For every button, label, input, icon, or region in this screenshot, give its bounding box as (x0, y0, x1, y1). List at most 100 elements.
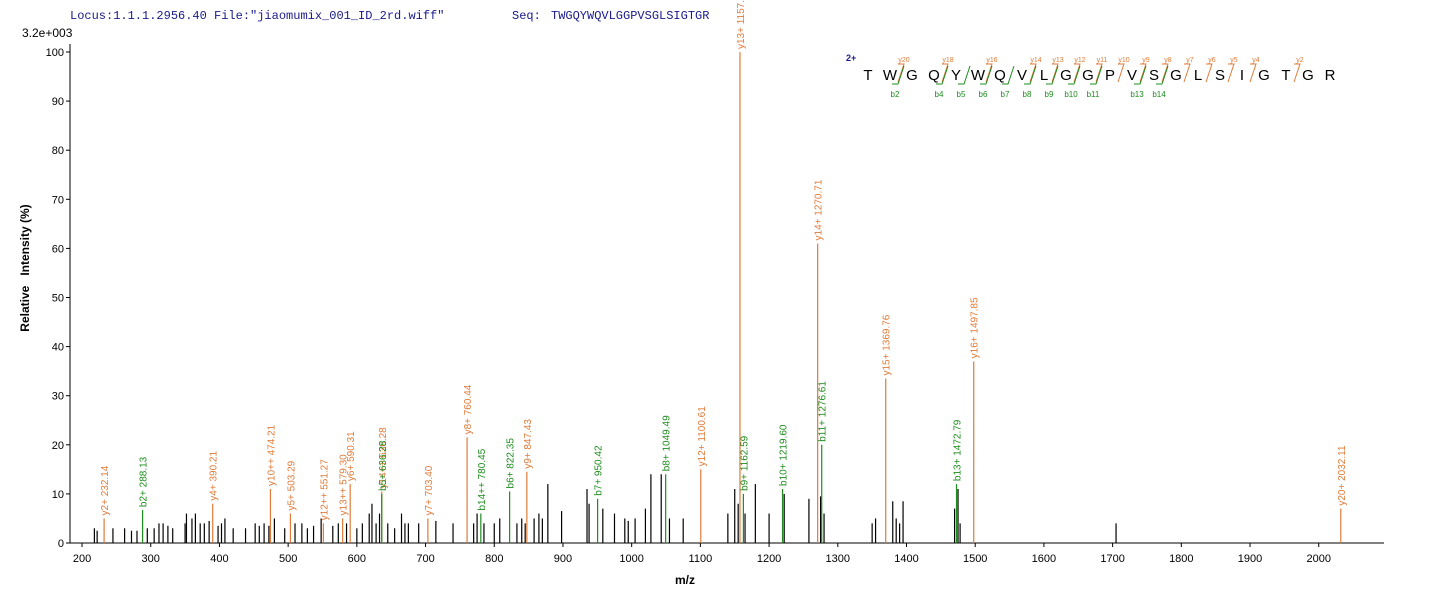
y-ion-label: y8 (1164, 57, 1172, 64)
y-tick-label: 70 (52, 194, 64, 206)
residue: W (883, 67, 898, 84)
y-ion-label: y5 (1230, 57, 1238, 64)
y-cleavage (1139, 63, 1147, 83)
x-tick-label: 600 (348, 553, 366, 565)
residue: G (906, 67, 918, 84)
b-cleavage (936, 65, 949, 85)
residue: T (863, 67, 872, 84)
x-tick-label: 1000 (619, 553, 643, 565)
x-tick-label: 1700 (1100, 553, 1124, 565)
x-tick-label: 1900 (1238, 553, 1262, 565)
residue: T (1281, 67, 1290, 84)
peak-label: y5+ 503.29 (286, 460, 297, 510)
residue: S (1215, 67, 1225, 84)
y-ion-label: y7 (1186, 57, 1194, 64)
peak-label: y9+ 847.43 (523, 419, 534, 469)
b-ion-label: b8 (1023, 90, 1032, 99)
y-ion-label: y13 (1052, 57, 1063, 64)
y-ion-label: y10 (1118, 57, 1129, 64)
peak-label: y15+ 1369.76 (882, 314, 893, 375)
residue: L (1040, 67, 1048, 84)
b-cleavage (1002, 65, 1015, 85)
peak-label: y13++ 579.30 (339, 454, 350, 516)
residue: G (1060, 67, 1072, 84)
b-ion-label: b7 (1001, 90, 1010, 99)
y-tick-label: 90 (52, 96, 64, 108)
peak-label: b9+ 1162.59 (739, 435, 750, 491)
y-ion-label: y18 (942, 57, 953, 64)
seq-label: Seq: (512, 9, 541, 23)
peak-label: y12++ 551.27 (319, 459, 330, 521)
y-ion-label: y9 (1142, 57, 1150, 64)
peak-label: b13+ 1472.79 (953, 419, 964, 481)
y-cleavage (1249, 63, 1257, 83)
residue: V (1017, 67, 1027, 84)
x-tick-label: 200 (73, 553, 91, 565)
b-cleavage (1024, 65, 1037, 85)
peak-label: y10++ 474.21 (266, 424, 277, 486)
x-tick-label: 1200 (757, 553, 781, 565)
y-tick-label: 20 (52, 440, 64, 452)
residue: Q (928, 67, 940, 84)
charge: 2+ (846, 53, 856, 63)
y-tick-label: 100 (46, 47, 64, 59)
b-cleavage (1134, 65, 1147, 85)
peak-label: y8+ 760.44 (463, 384, 474, 434)
peak-label: y14++ 636.28 (378, 427, 389, 489)
residue: R (1325, 67, 1336, 84)
residue: P (1105, 67, 1115, 84)
y-ion-label: y6 (1208, 57, 1216, 64)
x-tick-label: 2000 (1306, 553, 1330, 565)
b-ion-label: b9 (1045, 90, 1054, 99)
y-cleavage (1205, 63, 1213, 83)
b-ion-label: b14 (1152, 90, 1166, 99)
residue: G (1302, 67, 1314, 84)
peak-label: y6+ 590.31 (346, 431, 357, 481)
x-tick-label: 400 (210, 553, 228, 565)
x-tick-label: 500 (279, 553, 297, 565)
y-cleavage (1227, 63, 1235, 83)
x-tick-label: 1800 (1169, 553, 1193, 565)
scale-label: 3.2e+003 (22, 26, 73, 40)
y-tick-label: 60 (52, 243, 64, 255)
x-tick-label: 800 (485, 553, 503, 565)
peak-label: y4+ 390.21 (209, 451, 220, 501)
residue: G (1170, 67, 1182, 84)
y-cleavage (1095, 63, 1103, 83)
b-cleavage (980, 65, 993, 85)
x-tick-label: 700 (416, 553, 434, 565)
y-tick-label: 40 (52, 342, 64, 354)
peak-label: b14++ 780.45 (477, 448, 488, 510)
locus: Locus:1.1.1.2956.40 File:"jiaomumix_001_… (70, 9, 444, 23)
b-cleavage (958, 65, 971, 85)
x-tick-label: 900 (554, 553, 572, 565)
peak-label: b6+ 822.35 (506, 438, 517, 489)
sequence: TWGQYWQVLGGPVSGLSIGTGR (551, 9, 709, 23)
x-tick-label: 1600 (1032, 553, 1056, 565)
b-ion-label: b6 (979, 90, 988, 99)
peak-label: y14+ 1270.71 (814, 179, 825, 240)
b-cleavage (1090, 65, 1103, 85)
y-cleavage (941, 63, 949, 83)
residue: I (1240, 67, 1244, 84)
y-ion-label: y20 (898, 57, 909, 64)
b-ion-label: b13 (1130, 90, 1144, 99)
y-cleavage (1051, 63, 1059, 83)
y-ion-label: y16 (986, 57, 997, 64)
peak-label: b10+ 1219.60 (779, 424, 790, 486)
peak-label: y16+ 1497.85 (970, 297, 981, 358)
b-ion-label: b2 (891, 90, 900, 99)
y-cleavage (1161, 63, 1169, 83)
y-tick-label: 10 (52, 489, 64, 501)
peak-label: b5+ 636.28 (378, 440, 389, 491)
b-ion-label: b5 (957, 90, 966, 99)
y-cleavage (1073, 63, 1081, 83)
x-tick-label: 1400 (894, 553, 918, 565)
b-ion-label: b10 (1064, 90, 1078, 99)
peak-label: b7+ 950.42 (594, 445, 605, 496)
residue: Q (994, 67, 1006, 84)
y-cleavage (1183, 63, 1191, 83)
residue: W (971, 67, 986, 84)
y-ion-label: y4 (1252, 57, 1260, 64)
